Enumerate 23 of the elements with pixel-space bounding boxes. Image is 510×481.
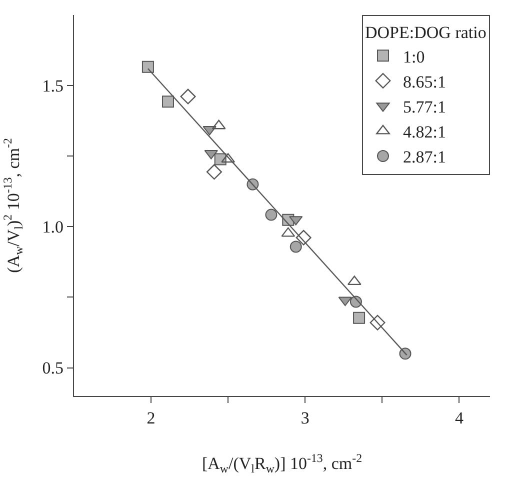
legend-label: 5.77:1 (403, 97, 446, 116)
y-tick-label: 0.5 (42, 358, 64, 378)
point (290, 240, 302, 253)
point (142, 60, 154, 73)
y-tick-label: 1.0 (42, 218, 64, 237)
point (399, 348, 412, 360)
point (296, 230, 312, 246)
point (265, 208, 278, 221)
text: [A$_{w}$/(V$_{l}$R$_{w}$)] 10$^{-13}$, cm$^{-2}$ (202, 450, 362, 476)
point (162, 96, 174, 108)
x-tick-label: 4 (454, 408, 464, 428)
point (370, 314, 386, 330)
x-tick-label: 2 (146, 408, 156, 428)
legend-label: 4.82:1 (403, 122, 446, 142)
x-tick-label: 3 (300, 408, 310, 428)
legend-title: DOPE:DOG ratio (365, 23, 486, 42)
point (353, 312, 366, 324)
point (206, 164, 222, 180)
y-tick-label: 1.5 (42, 76, 64, 96)
legend-label: 8.65:1 (403, 72, 446, 92)
legend-label: 1:0 (403, 47, 425, 66)
legend-label: 2.87:1 (403, 148, 446, 167)
point (180, 88, 196, 104)
